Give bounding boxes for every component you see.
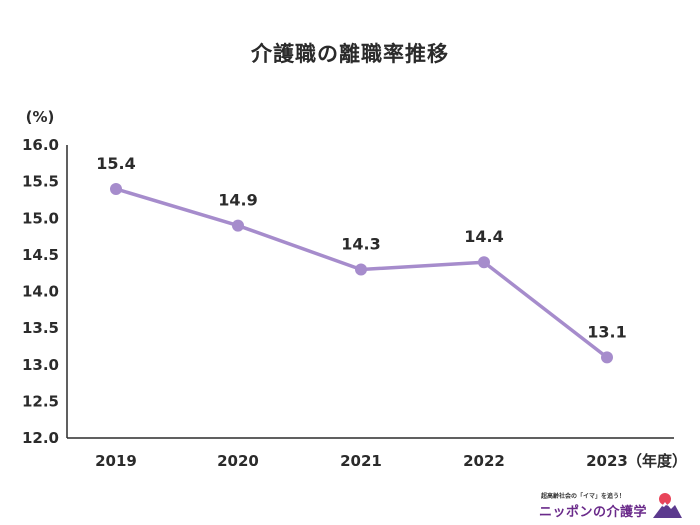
data-label: 13.1 <box>587 322 626 341</box>
data-point <box>478 256 490 269</box>
y-tick-label: 12.0 <box>22 429 59 447</box>
y-tick-label: 16.0 <box>22 136 59 154</box>
data-point <box>110 182 122 195</box>
x-tick-label: 2020 <box>217 452 259 470</box>
data-label: 14.3 <box>341 235 380 254</box>
data-point <box>601 351 613 364</box>
y-tick-label: 14.5 <box>22 246 59 264</box>
chart-title: 介護職の離職率推移 <box>251 42 449 66</box>
x-tick-label: 2022 <box>463 452 505 470</box>
x-tick-label: 2021 <box>340 452 382 470</box>
y-tick-label: 15.5 <box>22 173 59 191</box>
x-tick-label: 2019 <box>95 452 137 470</box>
y-tick-label: 12.5 <box>22 392 59 410</box>
line-chart: (%) 12.0 12.5 13.0 13.5 14.0 14.5 15.0 15.5 16.0… <box>22 108 687 470</box>
data-label: 15.4 <box>96 154 135 173</box>
y-tick-label: 13.0 <box>22 356 59 374</box>
logo-tagline: 超高齢社会の「イマ」を追う！ <box>541 493 626 500</box>
data-label: 14.4 <box>464 227 503 246</box>
y-tick-label: 15.0 <box>22 209 59 227</box>
y-axis-unit-label: (%) <box>26 108 55 126</box>
data-point <box>355 263 367 276</box>
data-label: 14.9 <box>218 191 257 210</box>
x-tick-label: 2023 <box>586 452 628 470</box>
logo-name: ニッポンの介護学 <box>539 505 648 520</box>
site-logo: 超高齢社会の「イマ」を追う！ ニッポンの介護学 <box>535 488 685 522</box>
mountain-logo-icon <box>653 493 682 518</box>
data-point <box>232 219 244 232</box>
y-tick-label: 14.0 <box>22 283 59 301</box>
x-axis-unit-label: （年度） <box>627 452 687 470</box>
y-tick-label: 13.5 <box>22 319 59 337</box>
